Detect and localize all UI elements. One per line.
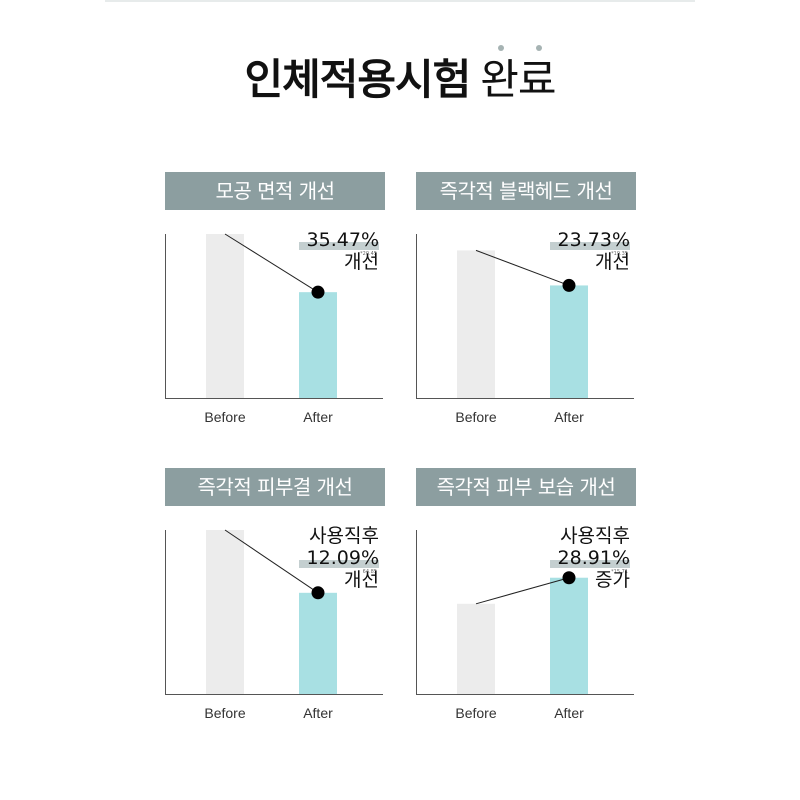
trend-line [224,529,319,594]
x-tick-label-after: After [303,705,333,721]
chart-panel-moisture: Before After 사용직후 *15.71 28.91% 증가 즉각적 피부 보습 … [416,468,636,733]
bar-before [206,234,244,398]
percent-highlight [550,560,630,568]
percent-highlight [299,560,379,568]
chart-title-blackhead: 즉각적 블랙헤드 개선 [416,172,636,210]
bar-after [299,292,337,398]
page-title: 인체적용시험 완료 [0,45,800,108]
trend-line [224,233,319,293]
chart-title-pore: 모공 면적 개선 [165,172,385,210]
emphasis-dot [498,45,505,51]
x-tick-label-before: Before [455,705,496,721]
x-tick-label-after: After [554,705,584,721]
percent-highlight [299,242,379,250]
annotation-line: 개선 [344,251,379,273]
bar-after [299,592,337,694]
x-tick-label-before: Before [455,409,496,425]
after-marker [562,278,576,292]
x-tick-label-before: Before [204,705,245,721]
annotation-line: 35.47% [307,229,379,251]
chart-title-moisture: 즉각적 피부 보습 개선 [416,468,636,506]
annotation-line: 12.09% [307,547,379,569]
page-title-bold: 인체적용시험 [244,55,471,104]
bar-before [457,603,495,694]
x-tick-label-before: Before [204,409,245,425]
annotation-line: 개선 [344,569,379,591]
after-marker [311,285,325,299]
percent-highlight [550,242,630,250]
annotation-line: 사용직후 [560,525,630,547]
bar-before [206,530,244,694]
chart-panel-pore: Before After *20.45 35.47% 개선 모공 면적 개선 [165,172,385,437]
annotation-line: 개선 [595,251,630,273]
page-title-rest-text: 완료 [480,55,556,104]
chart-panel-blackhead: Before After *19.35 23.73% 개선 즉각적 블랙헤드 개선 [416,172,636,437]
annotation-line: 증가 [595,569,630,591]
x-tick-label-after: After [554,409,584,425]
page-title-rest: 완료 [480,45,557,104]
chart-title-texture: 즉각적 피부결 개선 [165,468,385,506]
percent-footnote: *15.71 [611,569,628,575]
after-marker [562,571,576,585]
percent-footnote: 64.85 [363,569,377,575]
bar-after [550,285,588,398]
annotation-line: 사용직후 [309,525,379,547]
bar-after [550,577,588,694]
chart-panel-texture: Before After 사용직후 64.85 12.09% 개선 즉각적 피부결 개선 [165,468,385,733]
percent-footnote: *20.45 [360,251,377,257]
top-divider [105,0,695,2]
annotation-line: 28.91% [558,547,630,569]
annotation-line: 23.73% [558,229,630,251]
trend-line [475,577,570,605]
emphasis-dot [536,45,543,51]
after-marker [311,586,325,600]
percent-footnote: *19.35 [611,251,628,257]
x-tick-label-after: After [303,409,333,425]
trend-line [475,249,570,286]
bar-before [457,250,495,398]
